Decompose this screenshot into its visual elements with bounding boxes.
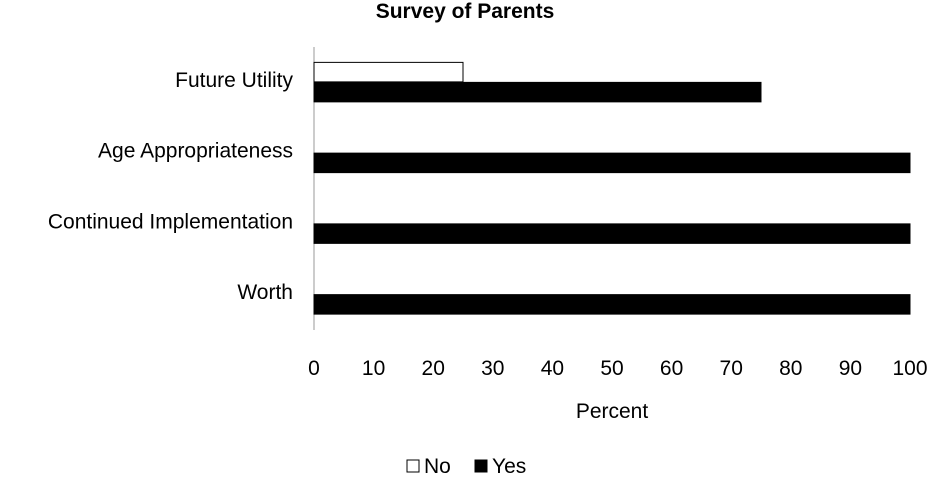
plot-area [313,47,911,330]
x-tick-label: 20 [422,357,445,380]
x-tick-label: 80 [779,357,802,380]
x-tick-label: 10 [362,357,385,380]
x-tick-label: 0 [308,357,320,380]
x-tick-label: 100 [892,357,927,380]
category-label: Future Utility [175,69,293,92]
bar-no-future-utility [313,61,464,83]
x-tick-label: 40 [541,357,564,380]
legend-label-no: No [424,455,451,478]
x-tick-label: 90 [839,357,862,380]
category-label: Worth [237,281,293,304]
bar-yes-future-utility [313,81,762,103]
x-tick-labels: 0 10 20 30 40 50 60 70 80 90 100 [308,357,927,380]
x-tick-label: 70 [720,357,743,380]
bar-yes-continued-implementation [313,223,911,244]
chart-title: Survey of Parents [376,0,555,23]
category-labels: Future Utility Age Appropriateness Continu… [48,69,294,304]
category-label: Age Appropriateness [98,140,293,163]
bar-yes-age-appropriateness [313,152,911,174]
x-tick-label: 50 [600,357,623,380]
bar-yes-worth [313,294,911,315]
x-tick-label: 60 [660,357,683,380]
legend: No Yes [406,455,526,478]
legend-swatch-yes [474,459,488,473]
legend-swatch-no [406,459,420,473]
legend-label-yes: Yes [492,455,526,478]
x-axis-label: Percent [576,400,649,423]
x-tick-label: 30 [481,357,504,380]
category-label: Continued Implementation [48,210,293,233]
